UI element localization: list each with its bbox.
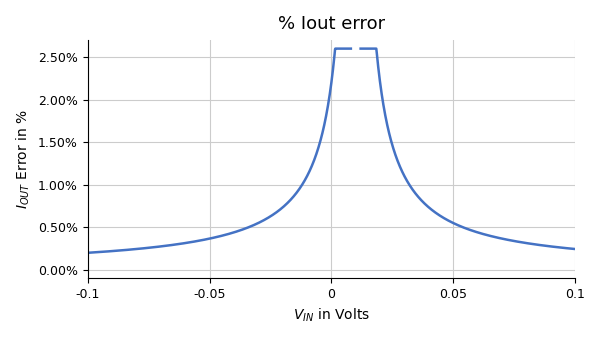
- X-axis label: $V_{IN}$ in Volts: $V_{IN}$ in Volts: [293, 306, 370, 324]
- Y-axis label: $I_{OUT}$ Error in %: $I_{OUT}$ Error in %: [15, 109, 32, 209]
- Title: % Iout error: % Iout error: [278, 15, 385, 33]
